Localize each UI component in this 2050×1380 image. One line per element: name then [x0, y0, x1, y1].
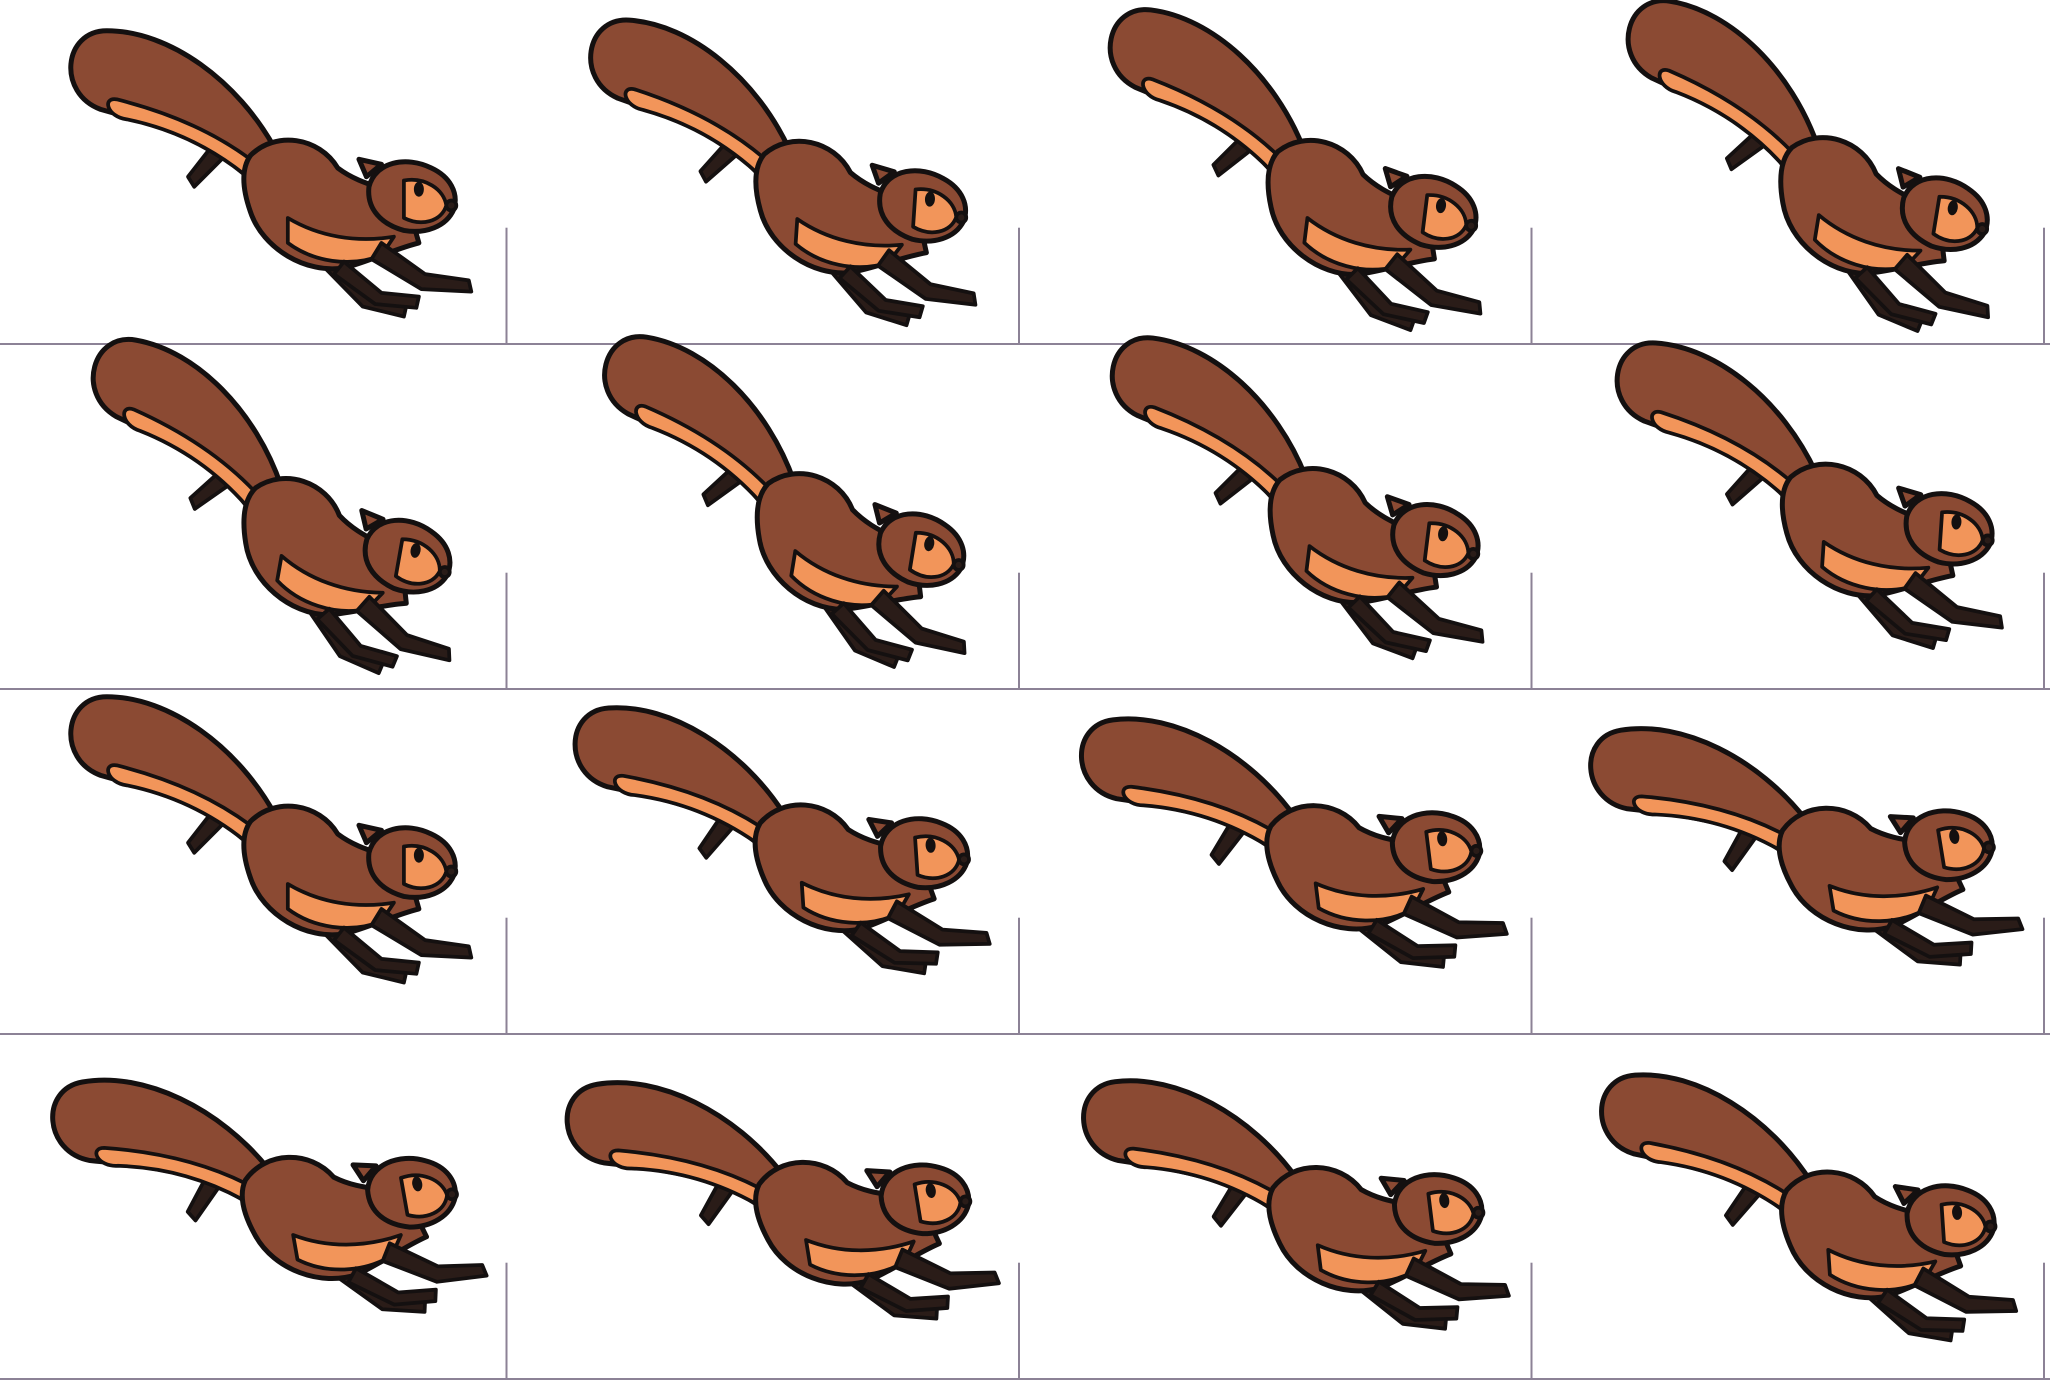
squirrel-frame [1080, 5, 1513, 338]
squirrel-frame [1079, 1037, 1512, 1370]
squirrel-frame [47, 1019, 491, 1370]
squirrel-frame [1601, 341, 2020, 653]
squirrel-frame [71, 31, 472, 317]
squirrel-frame [565, 331, 1006, 677]
squirrel-frame [1589, 0, 2030, 342]
squirrel-frame [1082, 334, 1515, 667]
squirrel-frame [51, 334, 495, 685]
squirrel-frame [1599, 1051, 2018, 1363]
squirrel-frame [1077, 675, 1510, 1008]
squirrel-frame [1585, 672, 2026, 1018]
squirrel-frame [574, 18, 993, 330]
squirrel-frame [562, 1026, 1003, 1372]
squirrel-frame [71, 697, 472, 983]
squirrel-frame [573, 684, 992, 996]
